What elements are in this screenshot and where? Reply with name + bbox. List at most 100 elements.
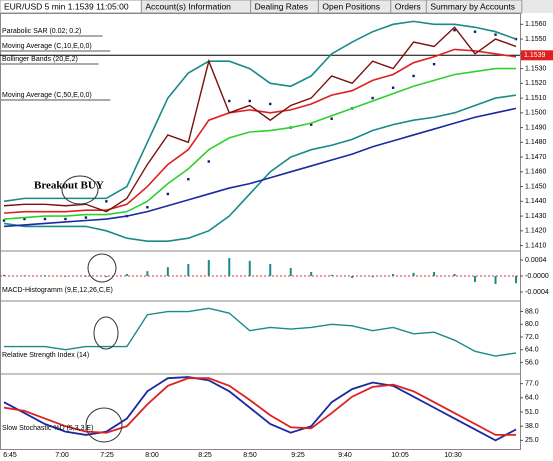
x-tick-label: 8:25: [198, 452, 212, 459]
y-tick-label: 1.1550: [525, 36, 547, 43]
sar-dot: [371, 96, 374, 100]
y-tick-label: 1.1530: [525, 65, 547, 72]
sar-dot: [105, 200, 108, 203]
x-tick-label: 10:05: [391, 452, 409, 459]
indicator-label-box: [1, 63, 99, 65]
tab-label[interactable]: Account(s) Information: [145, 1, 231, 11]
indicator-label: MACD-Histogramm (9,E,12,26,C,E): [2, 287, 113, 294]
histogram-bar: [3, 274, 5, 276]
histogram-bar: [269, 264, 272, 276]
sar-dot: [248, 99, 251, 103]
y-tick-label: 51.0: [525, 409, 539, 416]
histogram-bar: [412, 272, 415, 276]
histogram-bar: [433, 272, 436, 276]
sar-dot: [146, 206, 149, 209]
tab-label[interactable]: Summary by Accounts: [430, 1, 515, 11]
histogram-bar: [515, 276, 517, 284]
sar-dot: [330, 117, 333, 120]
histogram-bar: [207, 260, 210, 276]
tab-label[interactable]: Orders: [395, 1, 421, 11]
histogram-bar: [166, 267, 169, 276]
histogram-bar: [474, 276, 477, 282]
plot-frame: [0, 13, 521, 450]
histogram-bar: [23, 275, 26, 276]
sar-dot: [228, 99, 231, 103]
y-tick-label: -0.0004: [525, 289, 549, 296]
tab-label[interactable]: Open Positions: [322, 1, 380, 11]
y-tick-label: 77.0: [525, 380, 539, 387]
indicator-line: [3, 67, 516, 220]
x-tick-label: 8:00: [145, 452, 159, 459]
tabs: EUR/USD 5 min 1.1539 11:05:00 Account(s) …: [0, 0, 523, 14]
histogram-bar: [64, 276, 67, 277]
y-tick-label: 25.0: [525, 437, 539, 444]
indicator-label: Parabolic SAR (0.02; 0.2): [2, 28, 81, 35]
rsi-line: [4, 307, 517, 357]
y-tick-label: 1.1560: [525, 21, 547, 28]
indicator-label-box: [1, 50, 111, 52]
y-tick-label: 38.0: [525, 423, 539, 430]
x-tick-label: 10:30: [444, 452, 462, 459]
highlight-circle: [93, 316, 119, 350]
indicator-label: Moving Average (C,50,E,0,0): [2, 92, 92, 99]
y-tick-label: 1.1490: [525, 124, 547, 131]
histogram-bar: [453, 274, 456, 276]
sar-dot: [453, 29, 456, 32]
sar-dot: [310, 123, 313, 126]
y-tick-label: -0.0000: [525, 273, 549, 280]
sar-dot: [432, 62, 436, 66]
y-tick-label: 0.0004: [525, 257, 547, 264]
indicator-label: Bollinger Bands (20,E,2): [2, 56, 78, 63]
stoch-line: [3, 377, 516, 436]
indicator-line: [3, 94, 517, 242]
tab-label[interactable]: Dealing Rates: [255, 1, 308, 11]
histogram-bar: [84, 276, 87, 277]
indicator-line: [3, 107, 517, 228]
sar-dot: [412, 74, 415, 78]
sar-dot: [84, 216, 88, 219]
y-tick-label: 80.0: [525, 321, 539, 328]
tab-label[interactable]: EUR/USD 5 min 1.1539 11:05:00: [4, 1, 129, 11]
sar-dot: [494, 33, 497, 36]
indicator-label-box: [1, 35, 103, 37]
indicator-line: [3, 48, 517, 214]
histogram-bar: [228, 258, 231, 276]
indicator-label: Relative Strength Index (14): [2, 352, 89, 359]
y-tick-label: 72.0: [525, 334, 539, 341]
histogram-bar: [43, 275, 46, 276]
histogram-bar: [392, 274, 395, 276]
histogram-bar: [289, 268, 292, 276]
sar-dot: [473, 30, 477, 33]
sar-dot: [43, 217, 47, 221]
highlight-circle: [61, 175, 99, 205]
x-tick-label: 8:50: [243, 452, 257, 459]
y-tick-label: 1.1410: [525, 242, 547, 249]
highlight-circle: [85, 407, 123, 443]
sar-dot: [207, 160, 210, 163]
price-line: [3, 26, 517, 213]
x-tick-label: 9:25: [291, 452, 305, 459]
sar-dot: [391, 86, 395, 89]
y-tick-label: 56.0: [525, 359, 539, 366]
histogram-bar: [310, 272, 313, 276]
y-tick-label: 1.1450: [525, 183, 547, 190]
y-tick-label: 88.0: [525, 308, 539, 315]
y-tick-label: 1.1510: [525, 95, 547, 102]
y-tick-label: 1.1460: [525, 169, 547, 176]
y-tick-label: 1.1470: [525, 154, 547, 161]
y-tick-label: 64.0: [525, 347, 539, 354]
y-tick-label: 1.1430: [525, 213, 547, 220]
y-tick-label: 1.1440: [525, 198, 547, 205]
histogram-bar: [105, 276, 108, 278]
histogram-bar: [125, 274, 128, 276]
plot: 1.15601.15501.15401.15301.15201.15101.15…: [0, 20, 553, 459]
highlight-circle: [87, 253, 117, 283]
indicator-label: Slow Stochastic %D (5,3,3,E): [2, 425, 93, 432]
histogram-bar: [330, 274, 333, 276]
sar-dot: [23, 217, 26, 221]
sar-dot: [2, 219, 6, 222]
x-tick-label: 6:45: [3, 452, 17, 459]
current-price-label: 1.1539: [524, 52, 546, 59]
